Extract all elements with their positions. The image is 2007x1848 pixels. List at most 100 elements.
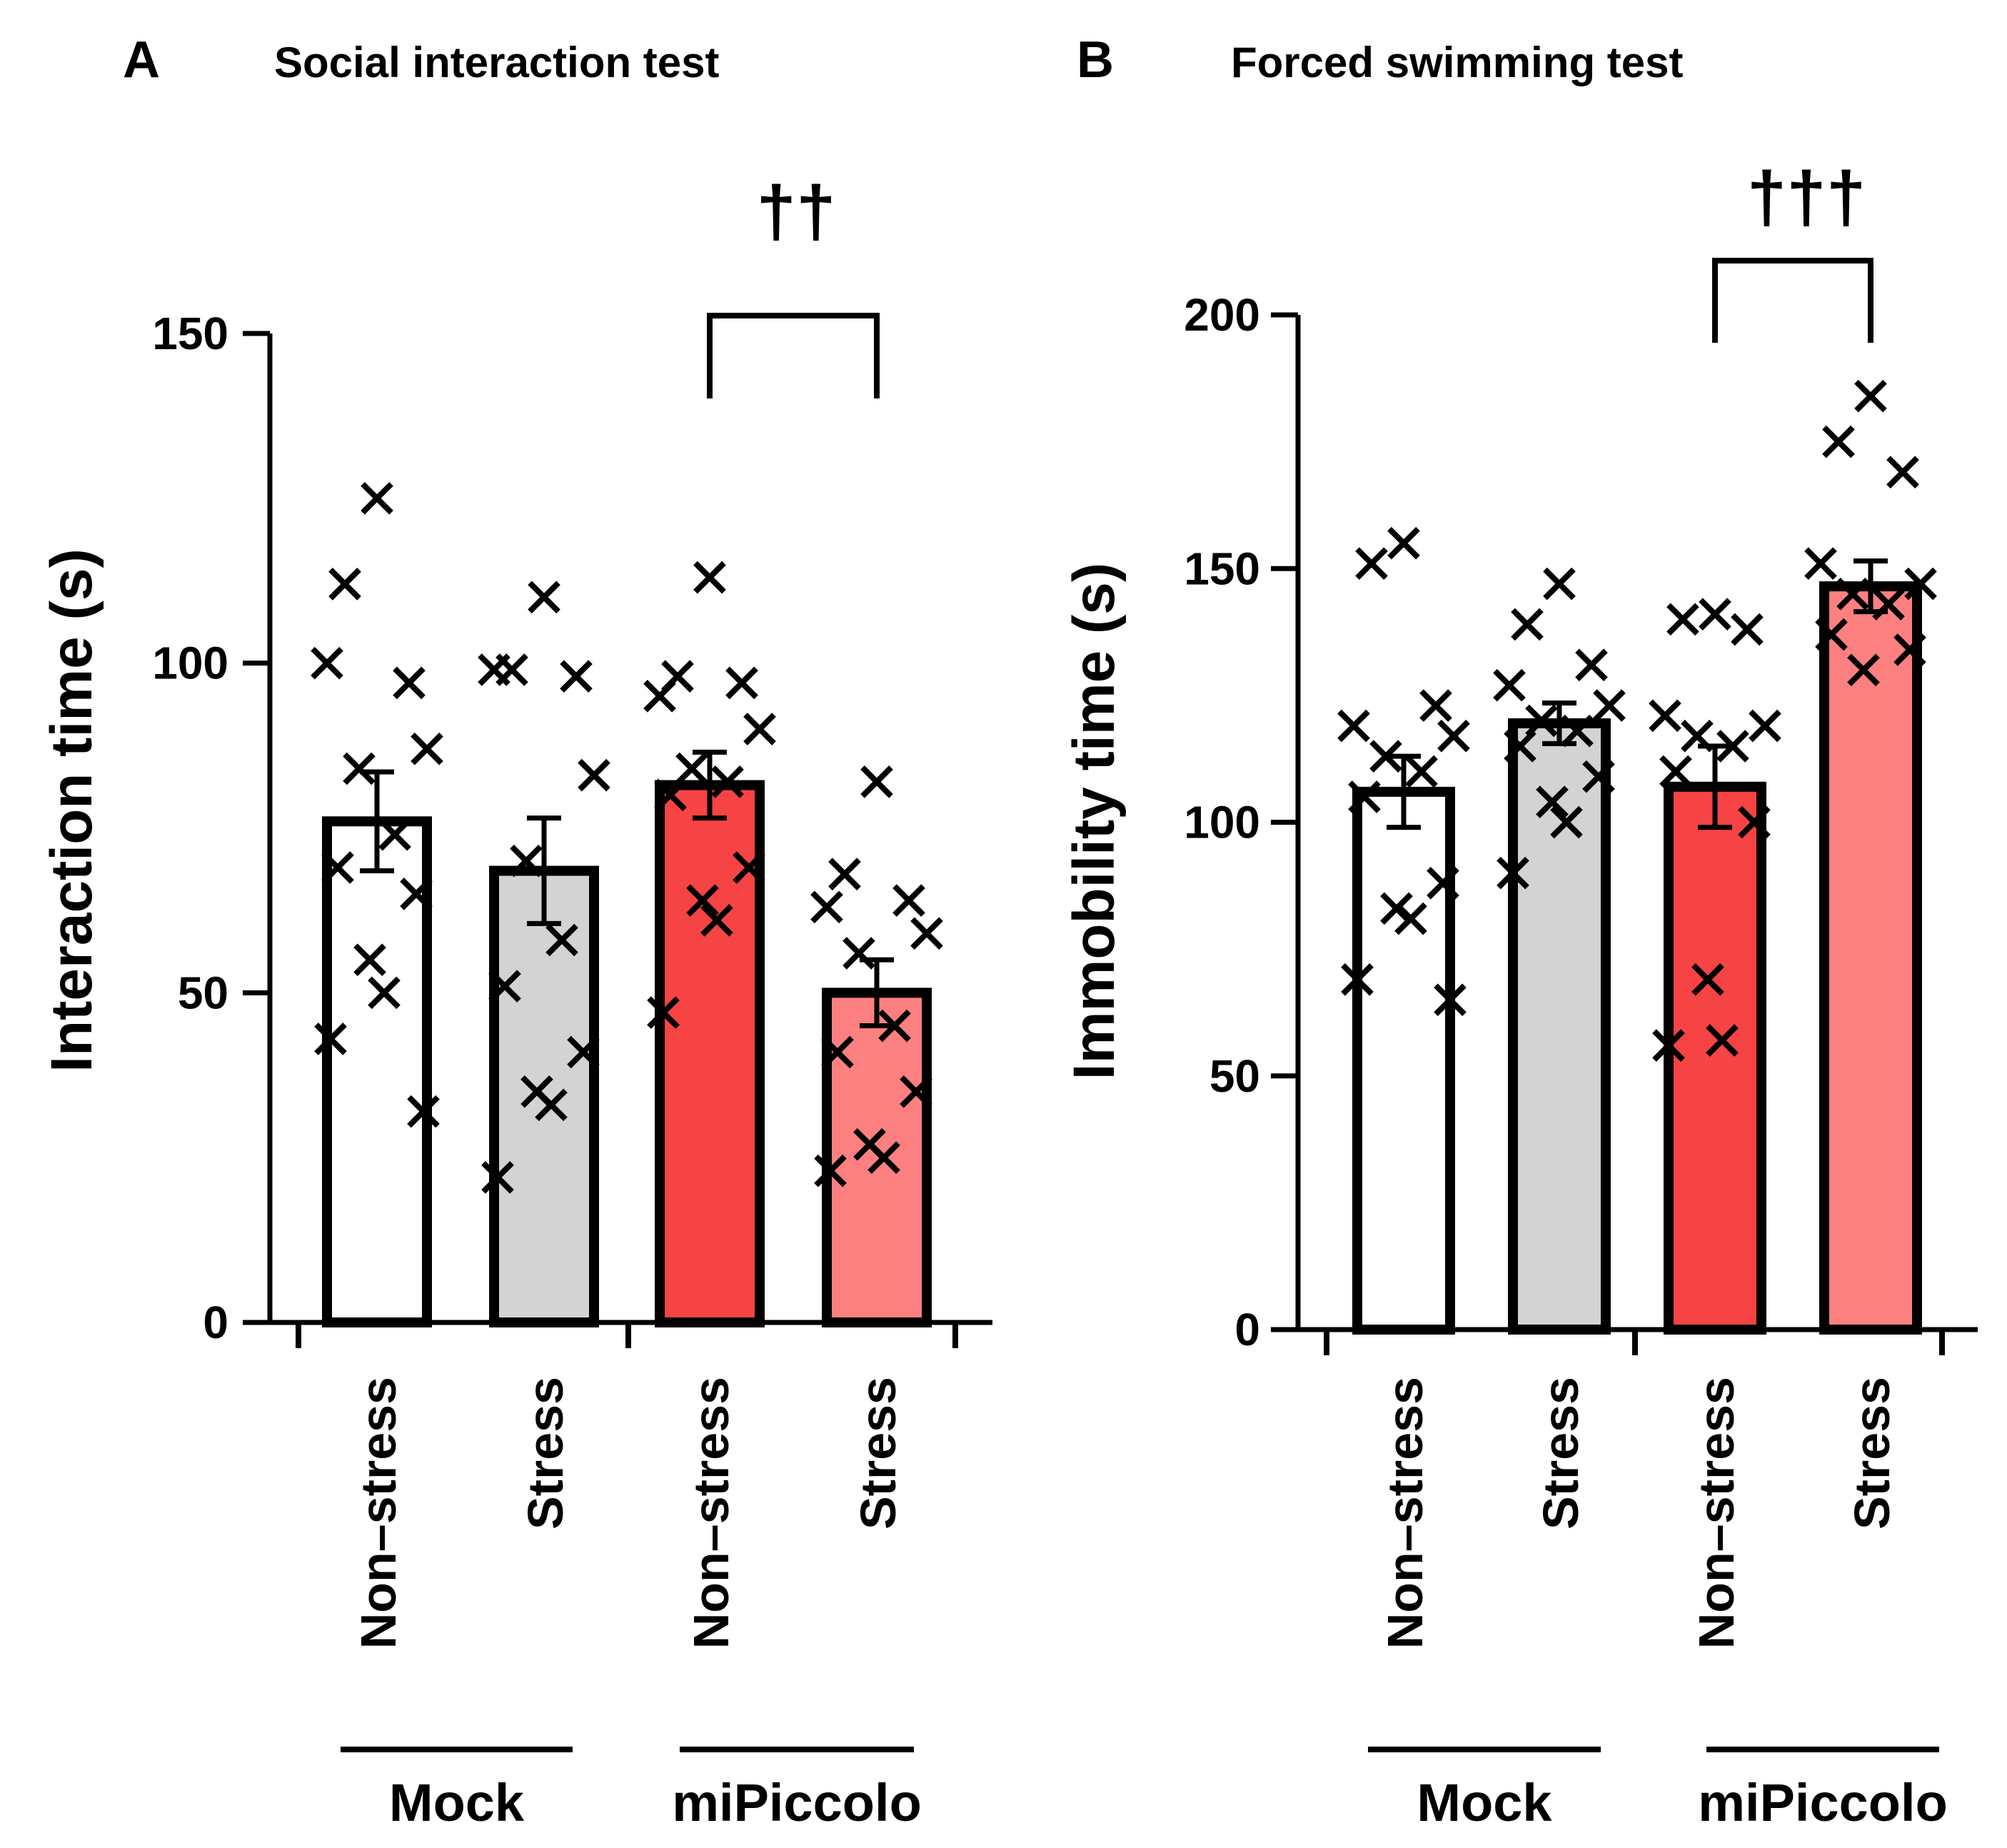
data-point <box>328 568 361 601</box>
y-tick-label: 0 <box>203 1297 228 1348</box>
data-point <box>343 752 376 785</box>
data-point <box>407 1095 440 1128</box>
panel-label: A <box>123 31 160 89</box>
data-point <box>643 680 676 713</box>
y-tick-label: 100 <box>152 638 228 689</box>
data-point <box>1405 755 1438 788</box>
data-point <box>1341 963 1374 996</box>
data-point <box>1511 608 1544 641</box>
data-point <box>321 851 354 884</box>
data-point <box>488 970 521 1003</box>
panel-forced-swimming: B Forced swimming test Immobility time (… <box>1062 31 1978 1832</box>
group-label: Mock <box>389 1773 525 1832</box>
data-point <box>411 732 443 765</box>
data-point <box>478 653 510 686</box>
data-point <box>1854 379 1887 413</box>
data-point <box>393 666 426 700</box>
data-point <box>353 943 386 976</box>
error-bar <box>360 769 394 874</box>
data-point <box>1699 598 1731 631</box>
data-point <box>361 482 393 515</box>
data-point <box>1649 699 1681 733</box>
data-point <box>733 851 765 884</box>
data-point <box>578 758 610 792</box>
data-point <box>1815 618 1848 651</box>
data-point <box>1394 902 1427 935</box>
error-bar <box>1542 700 1576 746</box>
data-point <box>1493 668 1526 702</box>
error-bar <box>1853 558 1888 615</box>
data-point <box>528 581 560 614</box>
data-point <box>725 666 758 700</box>
category-label: Non–stress <box>1377 1377 1433 1649</box>
y-tick-label: 200 <box>1184 289 1260 341</box>
data-point <box>1691 963 1724 996</box>
data-point <box>1369 740 1402 773</box>
data-point <box>867 1141 900 1174</box>
data-point <box>1738 805 1771 839</box>
data-point <box>368 976 401 1010</box>
chart-title: Forced swimming test <box>1231 39 1683 86</box>
significance-bracket <box>1712 258 1873 343</box>
y-tick-label: 150 <box>152 308 228 359</box>
data-point <box>1355 547 1388 580</box>
data-point <box>1337 709 1370 743</box>
data-point <box>700 903 733 937</box>
data-point <box>1893 633 1926 666</box>
data-point <box>1836 577 1869 611</box>
data-point <box>1593 689 1626 722</box>
data-point <box>314 1023 347 1055</box>
bar <box>1819 581 1922 1335</box>
data-point <box>1536 785 1569 818</box>
data-point <box>810 890 843 924</box>
data-point <box>1380 892 1413 925</box>
panel-label: B <box>1077 31 1114 89</box>
category-label: Stress <box>518 1377 573 1530</box>
y-tick-label: 0 <box>1234 1304 1260 1355</box>
data-point <box>1847 653 1880 687</box>
error-bar <box>1387 753 1421 830</box>
significance-label: †† <box>756 171 835 251</box>
data-point <box>711 765 744 798</box>
data-point <box>878 1009 911 1043</box>
data-point <box>1706 1024 1739 1057</box>
data-point <box>378 818 411 851</box>
data-point <box>545 923 578 957</box>
category-label: Non–stress <box>351 1377 406 1649</box>
y-axis-label: Immobility time (s) <box>1062 563 1127 1080</box>
data-point <box>1387 526 1420 560</box>
data-point <box>743 713 776 745</box>
significance-label: ††† <box>1747 157 1866 237</box>
data-point <box>1652 1029 1685 1062</box>
data-point <box>1575 648 1608 682</box>
error-bar <box>693 749 727 821</box>
data-point <box>311 646 343 680</box>
data-point <box>1659 755 1692 788</box>
data-point <box>481 1161 514 1194</box>
y-tick-label: 150 <box>1184 543 1260 594</box>
error-bar <box>860 957 894 1028</box>
data-point <box>860 765 893 798</box>
data-point <box>1504 730 1536 763</box>
category-label: Stress <box>850 1377 906 1530</box>
data-point <box>1804 547 1837 580</box>
data-point <box>1904 567 1937 601</box>
significance-bracket <box>707 313 880 398</box>
data-point <box>675 752 708 785</box>
category-label: Stress <box>1533 1377 1589 1530</box>
y-tick-label: 100 <box>1184 797 1260 848</box>
data-point <box>842 937 875 970</box>
data-point <box>1886 456 1919 489</box>
category-label: Non–stress <box>683 1377 739 1649</box>
data-point <box>1348 780 1381 813</box>
group-label: Mock <box>1417 1773 1552 1832</box>
data-point <box>1731 613 1764 646</box>
data-point <box>1497 856 1529 890</box>
group-label: miPiccolo <box>672 1773 922 1832</box>
data-point <box>1543 567 1576 601</box>
data-point <box>510 844 543 878</box>
data-point <box>693 561 726 594</box>
data-point <box>686 884 719 917</box>
data-point <box>1582 760 1615 793</box>
